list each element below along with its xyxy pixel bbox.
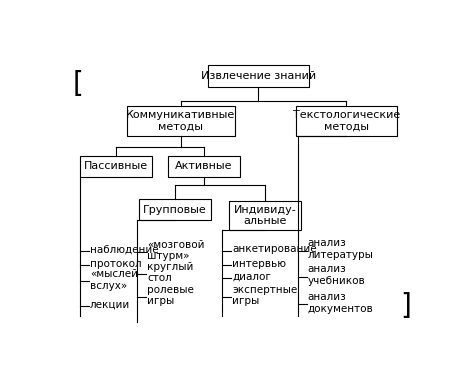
Text: анализ
документов: анализ документов bbox=[308, 292, 373, 314]
FancyBboxPatch shape bbox=[126, 107, 235, 136]
Text: экспертные
игры: экспертные игры bbox=[232, 285, 298, 307]
Text: Извлечение знаний: Извлечение знаний bbox=[200, 71, 316, 81]
Text: Коммуникативные
методы: Коммуникативные методы bbox=[126, 110, 235, 132]
FancyBboxPatch shape bbox=[139, 199, 211, 220]
Text: интервью: интервью bbox=[232, 259, 286, 269]
Text: «мыслей
вслух»: «мыслей вслух» bbox=[90, 269, 138, 291]
Text: протокол: протокол bbox=[90, 259, 141, 269]
Text: Текстологические
методы: Текстологические методы bbox=[293, 110, 400, 132]
Text: анализ
литературы: анализ литературы bbox=[308, 238, 374, 260]
FancyBboxPatch shape bbox=[168, 156, 240, 177]
Text: «мозговой
штурм»: «мозговой штурм» bbox=[147, 240, 205, 261]
Text: наблюдение: наблюдение bbox=[90, 245, 159, 254]
Text: лекции: лекции bbox=[90, 300, 130, 310]
Text: анализ
учебников: анализ учебников bbox=[308, 265, 365, 286]
Text: анкетирование: анкетирование bbox=[232, 244, 317, 254]
Text: Групповые: Групповые bbox=[143, 205, 207, 215]
Text: ролевые
игры: ролевые игры bbox=[147, 285, 194, 307]
Text: ]: ] bbox=[400, 293, 412, 321]
Text: [: [ bbox=[73, 70, 83, 98]
FancyBboxPatch shape bbox=[229, 201, 301, 230]
Text: диалог: диалог bbox=[232, 272, 271, 282]
Text: Пассивные: Пассивные bbox=[84, 161, 148, 171]
Text: Индивиду-
альные: Индивиду- альные bbox=[234, 205, 297, 226]
FancyBboxPatch shape bbox=[296, 107, 397, 136]
Text: Активные: Активные bbox=[175, 161, 233, 171]
Text: круглый
стол: круглый стол bbox=[147, 262, 194, 283]
FancyBboxPatch shape bbox=[208, 65, 309, 87]
FancyBboxPatch shape bbox=[80, 156, 152, 177]
